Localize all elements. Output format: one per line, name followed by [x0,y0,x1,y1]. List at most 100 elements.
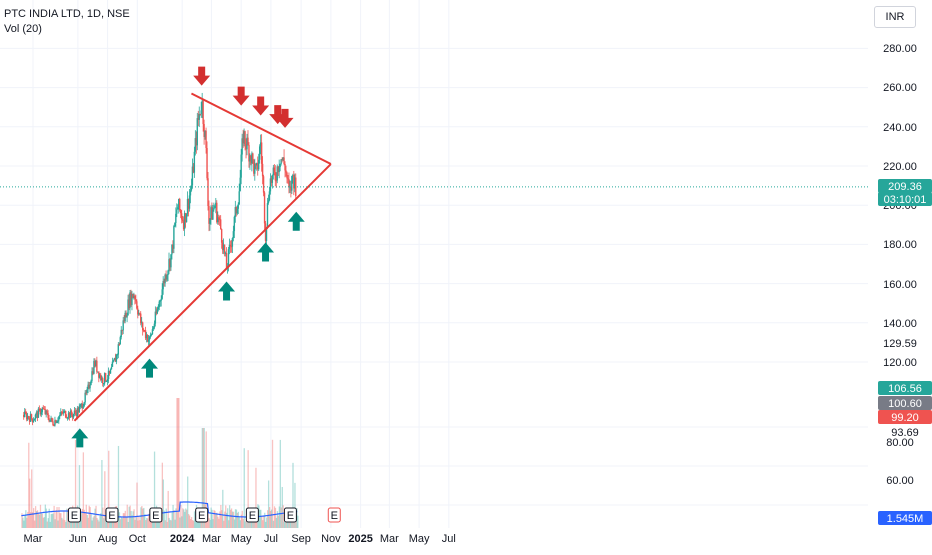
candle-body [219,219,222,230]
candle-body [237,204,239,209]
candle-body [67,412,70,418]
candle-body [280,159,282,164]
candle-body [128,299,130,309]
candle-body [50,417,52,420]
candle-body [282,157,284,161]
volume-bar [81,509,84,528]
candle-body [220,229,223,243]
candle-body [260,142,263,164]
candle-body [285,170,287,173]
candle-body [65,417,68,419]
candle-body [162,281,164,290]
candle-body [63,411,65,414]
volume-bar [264,512,266,528]
candle-body [195,138,198,146]
candle-body [215,202,217,207]
candle-body [87,384,89,390]
candle-body [86,389,88,393]
volume-bar [171,511,173,528]
support-arrow-icon [218,281,236,301]
candle-body [101,378,103,381]
volume-bar [145,520,147,528]
candle-body [80,403,82,406]
candle-body [199,113,201,115]
volume-bar [231,511,234,528]
candle-body [234,207,237,217]
currency-selector[interactable]: INR [874,6,916,28]
volume-bar [188,514,190,528]
volume-bar [273,506,276,528]
candle-body [187,198,190,209]
candle-body [48,418,50,422]
candle-body [99,374,101,378]
volume-bar [244,521,246,528]
candle-body [104,373,107,382]
volume-bar [240,514,242,528]
volume-bar [127,521,129,528]
candle-body [28,418,31,422]
volume-bar [287,521,289,528]
candle-body [140,313,142,324]
candle-body [245,144,247,150]
x-axis-tick-label: Sep [291,533,311,545]
volume-bar [191,520,194,528]
candle-body [175,213,177,223]
price-label-box [878,396,932,410]
volume-bar [227,508,229,528]
volume-bar [267,510,269,528]
earnings-marker [327,507,341,523]
candle-body [24,411,27,414]
candle-body [218,217,220,220]
candle-body [138,313,140,315]
candle-body [222,244,225,251]
candle-body [244,131,246,145]
candle-body [184,213,187,223]
volume-bar [259,509,261,528]
x-axis-tick-label: Jul [264,533,278,545]
candle-body [51,417,53,422]
earnings-label: E [331,510,338,522]
volume-bar [116,517,119,528]
candle-body [171,244,173,255]
candle-body [72,413,75,418]
y-axis-tick-label: 240.00 [883,122,917,134]
candle-body [268,191,271,201]
volume-bar [261,515,263,528]
volume-indicator-label[interactable]: Vol (20) [4,23,42,35]
volume-bar [198,520,201,528]
volume-bar [173,510,175,528]
volume-bar [286,518,288,528]
candle-body [160,298,162,301]
x-axis-tick-label: Jul [442,533,456,545]
volume-bar [66,508,68,528]
volume-bar [245,518,247,528]
candlesticks [23,92,297,427]
candle-body [219,219,221,221]
volume-bar [223,520,225,528]
earnings-marker [105,507,119,523]
volume-bar [217,516,219,528]
candle-body [58,416,60,421]
volume-bar [239,520,241,528]
volume-bar [58,507,60,528]
volume-bar [36,510,39,528]
volume-bar [212,519,214,528]
volume-bar [181,516,183,528]
candle-body [45,410,47,415]
volume-bar [143,507,145,528]
candle-body [98,371,100,378]
candle-body [227,249,230,267]
candle-body [36,412,39,418]
y-axis-tick-label: 160.00 [883,279,917,291]
candle-body [66,417,69,419]
candle-body [229,244,232,247]
candle-body [46,410,48,414]
volume-bar [59,513,61,528]
volume-bar [138,516,140,528]
x-axis-tick-label: Oct [129,533,146,545]
candle-body [92,371,94,374]
volume-bar [292,462,294,528]
candle-body [253,159,255,174]
